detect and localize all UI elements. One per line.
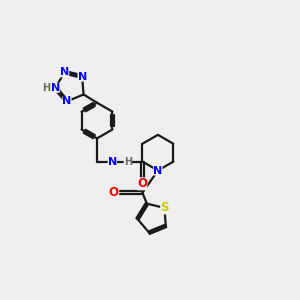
Text: O: O [109,186,119,199]
Text: N: N [60,68,69,77]
Text: N: N [153,166,163,176]
Text: N: N [62,96,72,106]
Text: H: H [124,157,132,166]
Text: N: N [51,83,60,93]
Text: N: N [108,157,117,166]
Text: O: O [137,177,147,190]
Text: N: N [77,72,87,82]
Text: H: H [42,83,50,93]
Text: S: S [160,201,169,214]
